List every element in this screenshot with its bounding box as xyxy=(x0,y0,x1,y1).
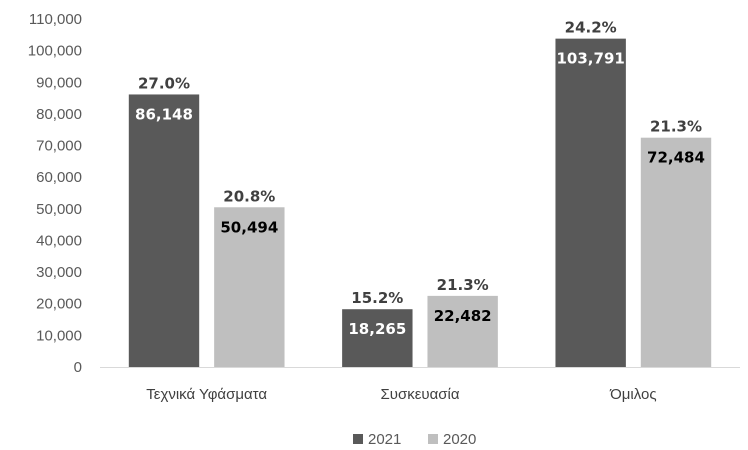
pct-label: 21.3% xyxy=(650,118,702,136)
bars: 27.0% 86,148 15.2% 18,265 24.2% 103,791 20.8% 5… xyxy=(128,19,712,368)
legend: 2021 2020 xyxy=(353,431,476,448)
pct-label: 27.0% xyxy=(138,74,190,92)
value-label: 103,791 xyxy=(557,50,625,68)
y-tick-label: 10,000 xyxy=(36,327,82,344)
y-tick-label: 90,000 xyxy=(36,74,82,91)
value-label: 18,265 xyxy=(348,320,406,338)
y-tick-label: 60,000 xyxy=(36,169,82,186)
pct-label: 20.8% xyxy=(223,187,275,205)
bar-2021-2 xyxy=(555,38,626,368)
x-axis: Τεχνικά Υφάσματα Συσκευασία Όμιλος xyxy=(146,386,656,403)
value-label: 22,482 xyxy=(434,307,492,325)
legend-swatch xyxy=(428,434,438,444)
category-label: Όμιλος xyxy=(609,386,656,403)
bar-2021-0 xyxy=(128,94,200,368)
y-tick-label: 100,000 xyxy=(28,43,82,60)
y-tick-label: 30,000 xyxy=(36,264,82,281)
category-label: Τεχνικά Υφάσματα xyxy=(146,386,267,403)
value-label: 72,484 xyxy=(647,149,705,167)
value-label: 50,494 xyxy=(220,218,278,236)
y-tick-label: 50,000 xyxy=(36,201,82,218)
pct-label: 15.2% xyxy=(351,289,403,307)
category-label: Συσκευασία xyxy=(380,386,459,403)
y-tick-label: 20,000 xyxy=(36,296,82,313)
bar-2020-1 xyxy=(427,295,498,367)
pct-label: 21.3% xyxy=(437,276,489,294)
legend-label: 2021 xyxy=(368,431,401,448)
y-tick-label: 70,000 xyxy=(36,138,82,155)
value-label: 86,148 xyxy=(135,105,193,123)
legend-label: 2020 xyxy=(443,431,476,448)
pct-label: 24.2% xyxy=(565,19,617,37)
bar-2020-0 xyxy=(214,207,285,367)
y-tick-label: 40,000 xyxy=(36,232,82,249)
bar-2021-1 xyxy=(342,309,413,367)
y-axis: 0 10,000 20,000 30,000 40,000 50,000 60,000 70,… xyxy=(28,11,82,376)
legend-swatch xyxy=(353,434,363,444)
y-tick-label: 110,000 xyxy=(29,11,82,28)
y-tick-label: 0 xyxy=(74,359,82,376)
y-tick-label: 80,000 xyxy=(36,106,82,123)
bar-2020-2 xyxy=(640,137,712,367)
